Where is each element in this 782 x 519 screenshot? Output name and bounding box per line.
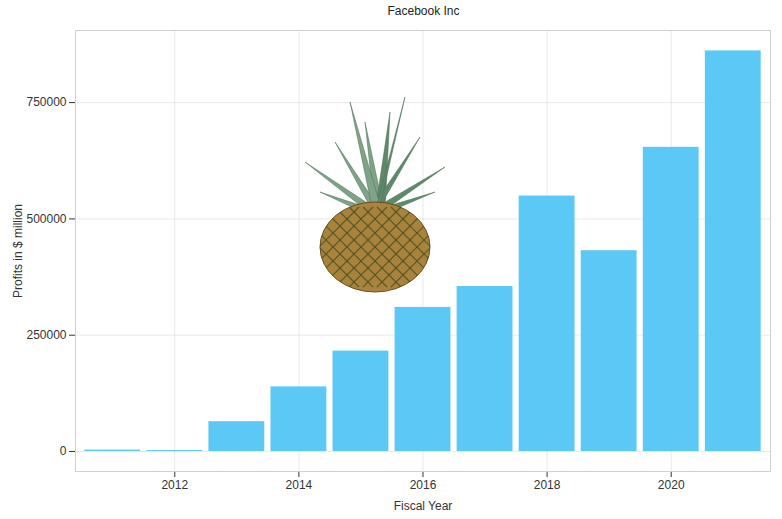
svg-text:750000: 750000 <box>26 95 66 109</box>
svg-text:250000: 250000 <box>26 328 66 342</box>
svg-text:2020: 2020 <box>658 478 685 492</box>
svg-text:2016: 2016 <box>410 478 437 492</box>
svg-text:0: 0 <box>60 444 67 458</box>
svg-text:Profits in $ million: Profits in $ million <box>11 204 25 298</box>
svg-text:2014: 2014 <box>286 478 313 492</box>
svg-text:2018: 2018 <box>534 478 561 492</box>
html-text:Facebook Inc: Facebook Inc <box>387 4 460 18</box>
svg-text:2012: 2012 <box>161 478 188 492</box>
svg-text:500000: 500000 <box>26 212 66 226</box>
svg-text:Fiscal Year: Fiscal Year <box>394 499 453 513</box>
